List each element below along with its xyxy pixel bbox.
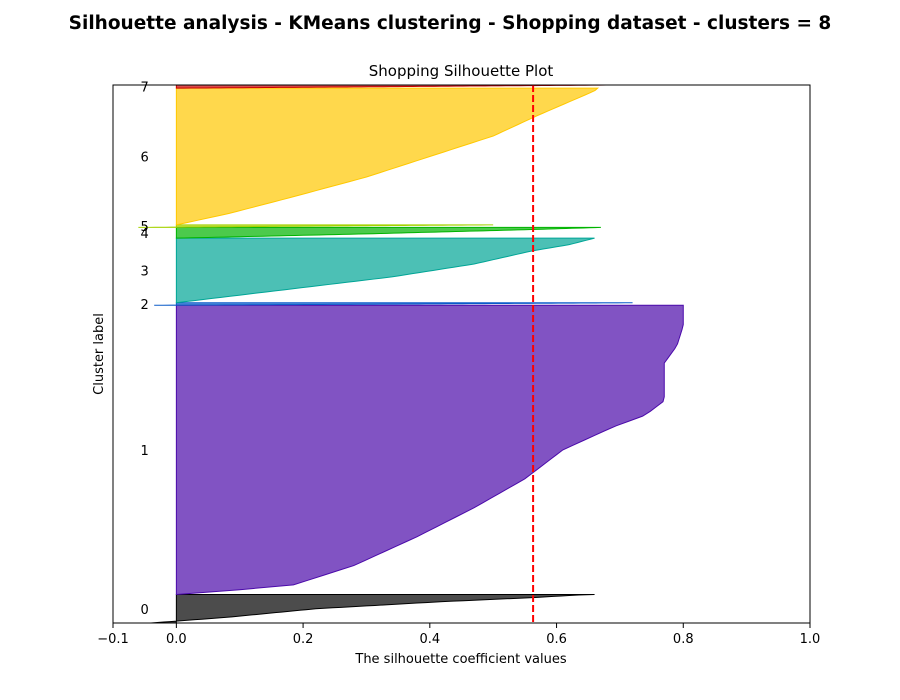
cluster-0-silhouette [150,594,595,624]
cluster-labels: 0 1 2 3 45 6 7 [141,81,149,618]
x-tick-label: 0.6 [546,632,567,647]
chart-title: Shopping Silhouette Plot [369,62,554,80]
cluster-label-0: 0 [141,603,149,618]
cluster-6-silhouette [175,87,600,226]
x-tick-label: −0.1 [97,632,129,647]
silhouette-clusters [138,84,684,624]
cluster-5-silhouette [138,224,494,228]
cluster-2-silhouette [154,302,633,306]
x-tick-label: 1.0 [800,632,821,647]
x-tick-label: 0.4 [419,632,440,647]
x-axis: −0.1 0.0 0.2 0.4 0.6 0.8 1.0 [97,623,820,647]
x-tick-label: 0.0 [166,632,187,647]
cluster-1-silhouette [175,304,684,596]
cluster-label-2: 2 [141,298,149,313]
cluster-4-silhouette [175,226,601,239]
figure-suptitle: Silhouette analysis - KMeans clustering … [69,13,832,34]
x-axis-label: The silhouette coefficient values [354,652,566,667]
cluster-3-silhouette [175,237,595,304]
x-tick-label: 0.8 [673,632,694,647]
plot-frame [112,84,811,624]
x-tick-label: 0.2 [293,632,314,647]
cluster-label-4: 4 [141,227,149,242]
cluster-label-7: 7 [141,81,149,96]
cluster-label-1: 1 [141,444,149,459]
cluster-label-5: 5 [141,220,149,235]
cluster-label-3: 3 [141,264,149,279]
cluster-label-6: 6 [141,151,149,166]
y-axis-label: Cluster label [92,313,107,395]
